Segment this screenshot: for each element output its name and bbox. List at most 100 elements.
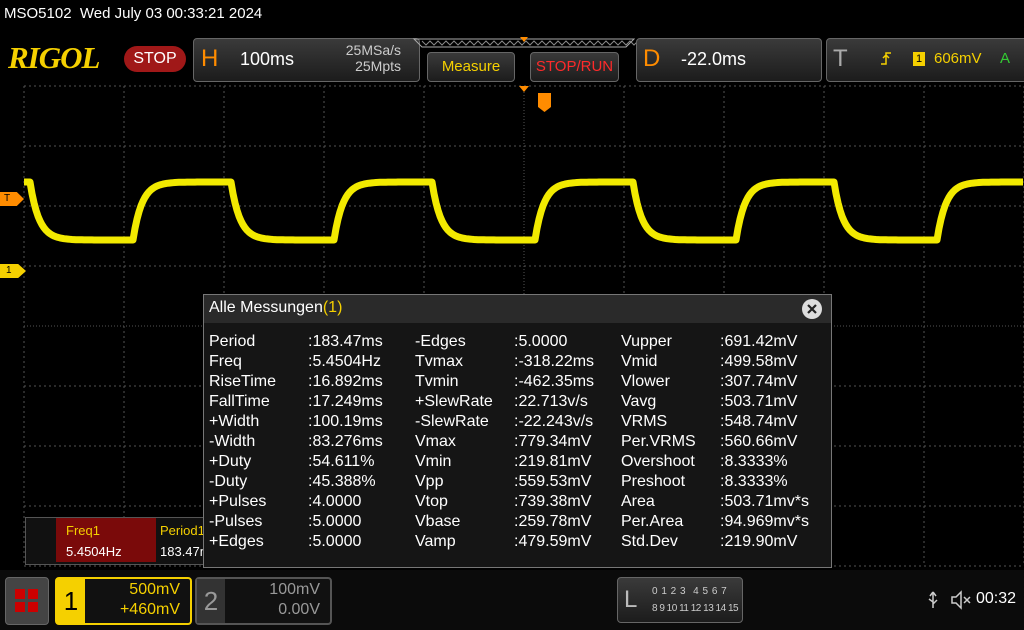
measurement-name: Vavg <box>621 393 657 410</box>
measurement-name: Per.Area <box>621 513 684 530</box>
summary-value: 183.47ms <box>160 544 218 559</box>
measurement-value: :8.3333% <box>720 453 788 470</box>
measurement-name: RiseTime <box>209 373 276 390</box>
measurement-name: +Duty <box>209 453 252 470</box>
summary-box: Freq1 5.4504Hz Period1 183.47ms <box>25 517 217 565</box>
menu-button[interactable] <box>5 577 49 625</box>
summary-value: 5.4504Hz <box>66 544 122 559</box>
summary-highlight <box>56 518 156 562</box>
measurement-name: FallTime <box>209 393 270 410</box>
measure-button[interactable]: Measure <box>427 52 515 82</box>
channel2-number: 2 <box>197 579 225 623</box>
measurement-value: :219.81mV <box>514 453 592 470</box>
measurement-name: +SlewRate <box>415 393 493 410</box>
measurement-name: Area <box>621 493 655 510</box>
channel2-scale: 100mV <box>269 581 320 598</box>
measurement-value: :45.388% <box>308 473 376 490</box>
measurement-name: +Width <box>209 413 260 430</box>
close-button[interactable] <box>801 298 823 320</box>
measurement-value: :83.276ms <box>308 433 383 450</box>
measurement-name: Freq <box>209 353 242 370</box>
run-state[interactable]: STOP <box>124 46 186 72</box>
measurement-value: :503.71mv*s <box>720 493 809 510</box>
measurement-name: +Edges <box>209 533 264 550</box>
delay-marker-tip <box>538 107 551 112</box>
logic-row: 8 9 10 11 12 13 14 15 <box>652 603 739 614</box>
measurement-value: :94.969mv*s <box>720 513 809 530</box>
measurement-name: VRMS <box>621 413 668 430</box>
measurement-value: :503.71mV <box>720 393 798 410</box>
measurement-name: Tvmin <box>415 373 459 390</box>
measurements-panel: Alle Messungen(1) Period:183.47ms Freq:5.… <box>203 294 832 568</box>
measurement-name: Period <box>209 333 256 350</box>
measurement-name: Vlower <box>621 373 670 390</box>
memory-depth: 25Mpts <box>355 58 401 74</box>
measurement-value: :560.66mV <box>720 433 798 450</box>
measurement-name: Vbase <box>415 513 461 530</box>
measurement-value: :4.0000 <box>308 493 362 510</box>
measurement-value: :5.0000 <box>308 533 362 550</box>
panel-title-text: Alle Messungen <box>209 299 323 316</box>
stop-run-button[interactable]: STOP/RUN <box>530 52 619 82</box>
measurement-value: :22.713v/s <box>514 393 588 410</box>
measurement-value: :54.611% <box>308 453 375 470</box>
channel2-box[interactable]: 2 100mV 0.00V <box>195 577 332 625</box>
horizontal-box[interactable]: H 100ms 25MSa/s 25Mpts <box>193 38 420 82</box>
measurement-value: :-318.22ms <box>514 353 595 370</box>
measurement-name: Overshoot <box>621 453 695 470</box>
logic-label: L <box>624 586 638 613</box>
measurement-value: :-22.243v/s <box>514 413 594 430</box>
measurement-value: :8.3333% <box>720 473 788 490</box>
measurement-name: Per.VRMS <box>621 433 696 450</box>
measurement-name: Tvmax <box>415 353 463 370</box>
logic-box[interactable]: L 0 1 2 3 4 5 6 7 8 9 10 11 12 13 14 15 <box>617 577 743 623</box>
measurement-name: Vpp <box>415 473 444 490</box>
measurement-value: :259.78mV <box>514 513 592 530</box>
measurement-name: +Pulses <box>209 493 267 510</box>
measurement-name: -Duty <box>209 473 248 490</box>
delay-value: -22.0ms <box>681 49 747 69</box>
measurement-name: -Width <box>209 433 256 450</box>
trigger-level: 606mV <box>934 50 982 67</box>
summary-name: Period1 <box>160 523 205 538</box>
trigger-box[interactable]: T 1 606mV A <box>826 38 1024 82</box>
delay-label: D <box>643 45 661 72</box>
channel2-offset: 0.00V <box>278 601 320 618</box>
logic-group: 0 1 2 3 <box>652 586 686 597</box>
panel-title: Alle Messungen(1) <box>209 299 342 317</box>
sample-rate: 25MSa/s <box>345 42 401 58</box>
measurement-value: :499.58mV <box>720 353 798 370</box>
trigger-source: 1 <box>913 52 925 66</box>
delay-box[interactable]: D -22.0ms <box>636 38 822 82</box>
status-line: MSO5102 Wed July 03 00:33:21 2024 <box>4 5 262 22</box>
trigger-mode: A <box>1000 50 1011 67</box>
status-icons <box>928 590 971 610</box>
measurement-value: :17.249ms <box>308 393 383 410</box>
measurement-value: :5.0000 <box>308 513 362 530</box>
delay-marker <box>538 93 551 107</box>
datetime: Wed July 03 00:33:21 2024 <box>79 5 263 22</box>
channel1-offset: +460mV <box>119 601 180 618</box>
memory-bar <box>412 37 636 48</box>
measurement-value: :16.892ms <box>308 373 383 390</box>
measurement-name: -Pulses <box>209 513 263 530</box>
timebase: 100ms <box>240 49 295 69</box>
measurement-value: :307.74mV <box>720 373 798 390</box>
measurement-value: :-462.35ms <box>514 373 595 390</box>
logic-group: 4 5 6 7 <box>693 586 727 597</box>
measurement-name: Vmax <box>415 433 456 450</box>
measurement-value: :559.53mV <box>514 473 592 490</box>
measurement-value: :779.34mV <box>514 433 592 450</box>
channel1-number: 1 <box>57 579 85 623</box>
measurement-name: -Edges <box>415 333 466 350</box>
measurement-value: :739.38mV <box>514 493 592 510</box>
trigger-position-marker <box>519 86 529 92</box>
channel1-box[interactable]: 1 500mV +460mV <box>55 577 192 625</box>
model: MSO5102 <box>4 5 72 22</box>
logic-group: 12 13 14 15 <box>690 603 739 614</box>
logic-row: 0 1 2 3 4 5 6 7 <box>652 586 727 597</box>
measurement-value: :219.90mV <box>720 533 798 550</box>
panel-header <box>204 295 831 323</box>
